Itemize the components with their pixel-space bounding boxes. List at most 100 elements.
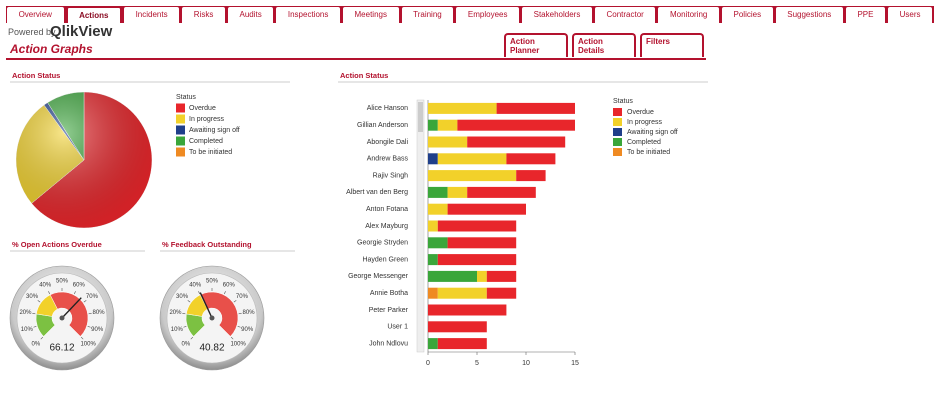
tab[interactable]: Meetings: [341, 6, 400, 23]
tab[interactable]: Suggestions: [774, 6, 844, 23]
gauge-value: 66.12: [49, 343, 74, 354]
legend-label: Awaiting sign off: [627, 129, 678, 136]
gauge-tick-label: 70%: [86, 294, 99, 300]
category-label: Albert van den Berg: [346, 189, 408, 196]
tab[interactable]: Inspections: [275, 6, 341, 23]
bar-segment: [428, 270, 477, 282]
gauge-tick: [190, 336, 194, 340]
bar-segment: [428, 220, 438, 232]
gauge-tick: [233, 300, 237, 303]
scrollbar: [416, 99, 425, 353]
tab[interactable]: Risks: [181, 6, 226, 23]
legend-swatch: [613, 128, 622, 136]
bar-segment: [477, 270, 487, 282]
bar-segment: [428, 170, 517, 182]
bar-segment: [428, 136, 468, 148]
bar-segment: [437, 119, 458, 131]
category-label: Abongile Dali: [367, 139, 409, 146]
tab[interactable]: Stakeholders: [521, 6, 593, 23]
action-planner-button[interactable]: Action Planner: [504, 33, 568, 57]
gauge-needle: [199, 292, 213, 319]
tab-bar: Overview Actions Incidents Risks Audits Inspe…: [6, 6, 934, 23]
gauge-tick-label: 80%: [243, 310, 256, 316]
gauge-tick-label: 50%: [206, 279, 219, 285]
gauge-tick: [40, 336, 44, 340]
category-label: Annie Botha: [370, 290, 408, 297]
gauge-tick-label: 80%: [93, 310, 106, 316]
legend-swatch: [176, 103, 185, 113]
brand: QlikView: [50, 23, 113, 40]
bar-segment: [516, 170, 546, 182]
legend-label: In progress: [627, 119, 663, 126]
gauge-tick-label: 10%: [171, 327, 184, 333]
bar-segment: [486, 270, 517, 282]
gauge-tick: [37, 300, 41, 303]
page-title: Action Graphs: [10, 42, 93, 56]
gauge-needle: [61, 297, 82, 319]
tab[interactable]: Incidents: [123, 6, 181, 23]
legend-title: Status: [176, 94, 196, 101]
tab[interactable]: PPE: [844, 6, 887, 23]
tab[interactable]: Employees: [455, 6, 521, 23]
bar-segment: [428, 102, 497, 114]
category-label: Alex Mayburg: [365, 223, 408, 230]
gauge-tick: [87, 326, 91, 328]
legend-label: Overdue: [189, 105, 216, 112]
gauge-tick: [83, 300, 87, 303]
bar-segment: [428, 153, 438, 165]
x-tick-label: 10: [522, 360, 530, 367]
category-label: Georgie Stryden: [357, 240, 408, 247]
bar-segment: [437, 338, 487, 350]
gauge-tick-label: 50%: [56, 279, 69, 285]
legend-swatch: [176, 147, 185, 157]
legend-label: Completed: [627, 139, 661, 146]
category-label: George Messenger: [348, 273, 409, 280]
tab[interactable]: Overview: [6, 6, 65, 23]
tab[interactable]: Policies: [720, 6, 774, 23]
bar-segment: [428, 287, 438, 299]
gauge-tick-label: 60%: [73, 283, 86, 289]
gauge-tick: [198, 291, 201, 295]
gauge-tick-label: 20%: [19, 310, 32, 316]
category-label: John Ndlovu: [369, 340, 408, 347]
gauge-tick: [73, 291, 76, 295]
tab[interactable]: Training: [400, 6, 455, 23]
filters-button[interactable]: Filters: [640, 33, 704, 57]
tab[interactable]: Audits: [226, 6, 275, 23]
gauge-tick-label: 40%: [189, 283, 202, 289]
bar-segment: [428, 254, 438, 266]
gauge-tick-label: 20%: [169, 310, 182, 316]
bar-segment: [447, 237, 517, 249]
gauge-band: [49, 291, 89, 337]
bar-segment: [428, 119, 438, 131]
powered-by: Powered by: [8, 27, 56, 37]
tab[interactable]: Actions: [65, 6, 122, 23]
tab[interactable]: Users: [887, 6, 934, 23]
gauge-tick: [223, 291, 226, 295]
tab[interactable]: Monitoring: [657, 6, 720, 23]
bar-segment: [467, 136, 566, 148]
gauge-tick: [33, 326, 37, 328]
gauge-tick-label: 30%: [176, 294, 189, 300]
panel-title: Action Status: [340, 71, 388, 80]
category-label: Alice Hanson: [367, 105, 408, 112]
legend-label: In progress: [189, 116, 225, 123]
bar-segment: [447, 186, 468, 198]
bar-segment: [428, 203, 448, 215]
legend-label: To be initiated: [189, 149, 232, 156]
gauge-tick: [230, 336, 234, 340]
panel-title: % Feedback Outstanding: [162, 240, 252, 249]
gauge-tick-label: 90%: [241, 327, 254, 333]
x-tick-label: 0: [426, 360, 430, 367]
action-details-button[interactable]: Action Details: [572, 33, 636, 57]
bar-segment: [428, 237, 448, 249]
legend-label: Awaiting sign off: [189, 127, 240, 134]
legend-swatch: [613, 138, 622, 146]
gauge-hub: [209, 315, 215, 321]
gauge-tick: [80, 336, 84, 340]
legend-swatch: [176, 114, 185, 124]
gauge-hub: [59, 315, 65, 321]
tab[interactable]: Contractor: [593, 6, 657, 23]
gauge-tick-label: 10%: [21, 327, 34, 333]
gauge-tick-label: 30%: [26, 294, 39, 300]
